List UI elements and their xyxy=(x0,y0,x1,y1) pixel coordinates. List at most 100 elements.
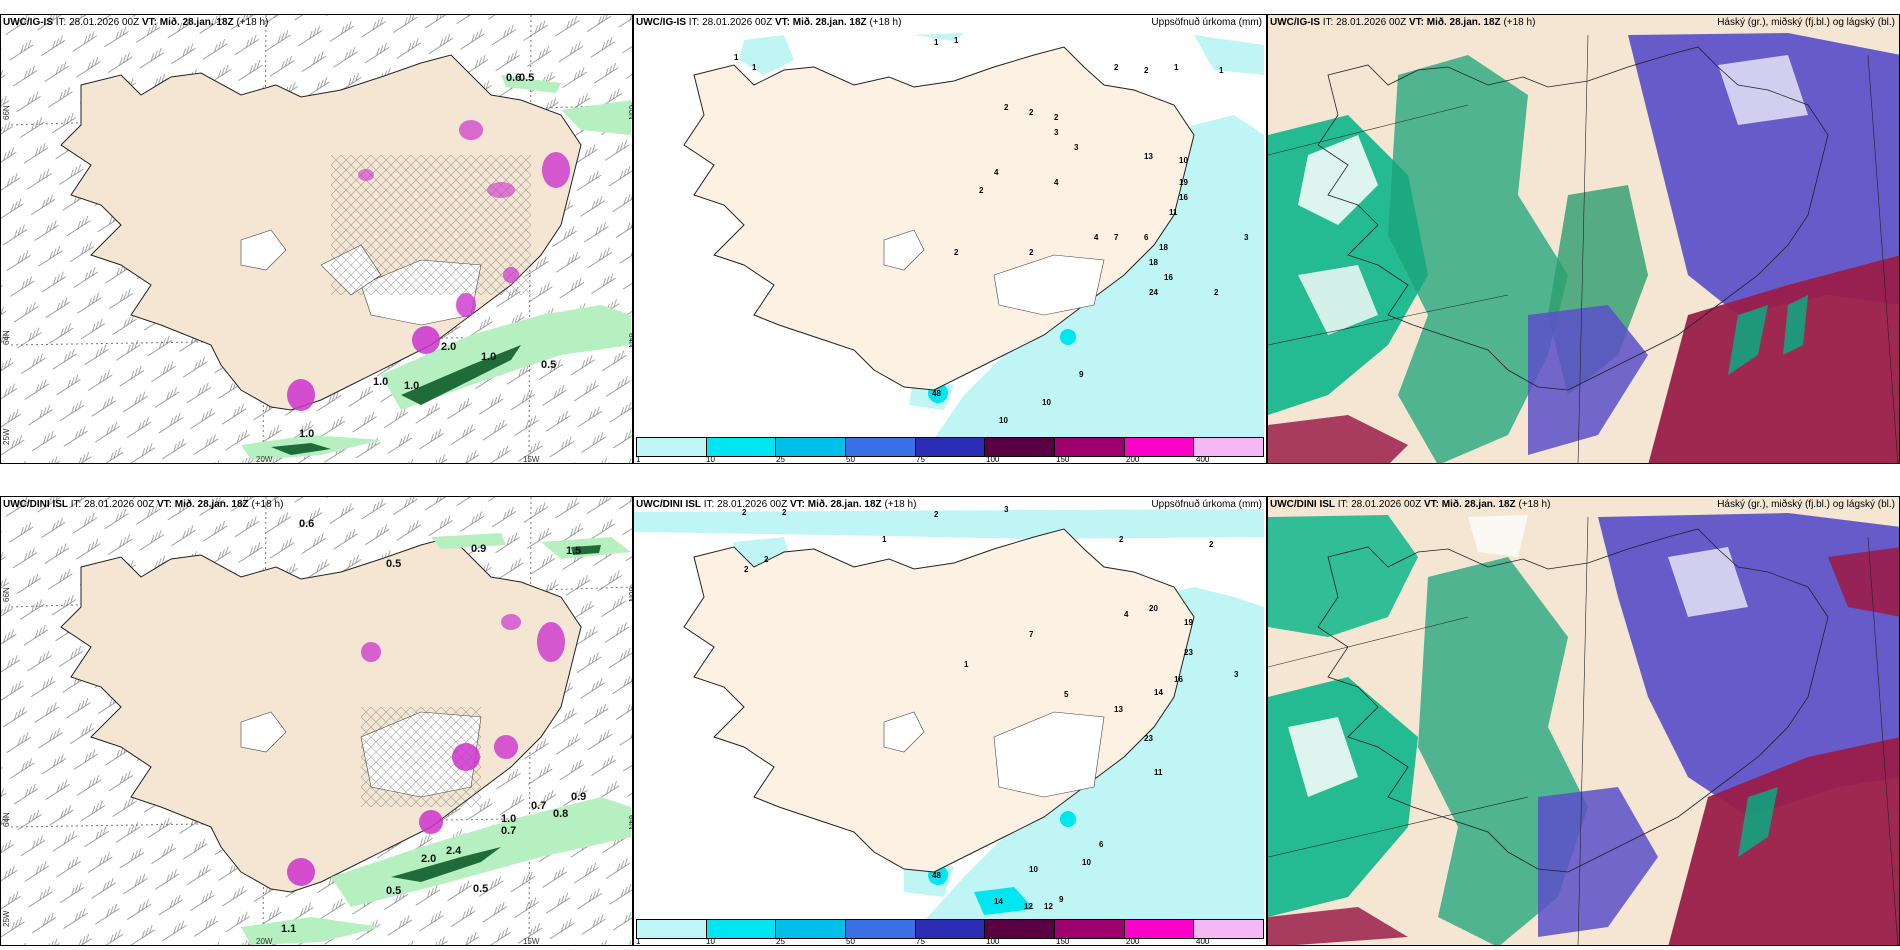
contour-label: 0.5 xyxy=(519,72,534,84)
contour-label: 1.1 xyxy=(281,923,296,935)
colorbar-swatch xyxy=(1194,920,1264,938)
panel-bottom-left: UWC/DINI ISL IT: 28.01.2026 00Z VT: Mið.… xyxy=(0,496,633,946)
colorbar-tick: 150 xyxy=(1056,455,1070,464)
contour-label: 0.5 xyxy=(541,359,556,371)
precip-label: 1 xyxy=(1219,66,1224,75)
precip-label: 3 xyxy=(1234,670,1239,679)
panel-top-right: UWC/IG-IS IT: 28.01.2026 00Z VT: Mið. 28… xyxy=(1267,14,1900,464)
precip-label: 1 xyxy=(954,36,959,45)
panel-variable-title: Háský (gr.), miðský (fj.bl.) og lágský (… xyxy=(1717,499,1895,510)
precip-label: 14 xyxy=(1154,688,1163,697)
precip-label: 10 xyxy=(999,416,1008,425)
contour-label: 2.0 xyxy=(441,341,456,353)
precip-label: 2 xyxy=(954,248,959,257)
cloud-layers xyxy=(1268,33,1899,463)
map-cloud-cover xyxy=(1268,15,1899,463)
precip-label: 2 xyxy=(764,555,769,564)
map-accumulated-precip: 2 2 2 2 3 2 1 2 2 20 19 23 16 14 13 23 5… xyxy=(634,505,1264,921)
precip-label: 3 xyxy=(1244,233,1249,242)
colorbar-swatch xyxy=(1055,438,1125,456)
precip-label: 5 xyxy=(1064,690,1069,699)
precip-label: 2 xyxy=(1114,63,1119,72)
iceland-outline xyxy=(1317,46,1829,391)
lat-label: 66N xyxy=(2,105,11,120)
colorbar-tick: 200 xyxy=(1126,455,1140,464)
precip-label: 12 xyxy=(1044,902,1053,911)
colorbar-tick: 100 xyxy=(986,455,1000,464)
precip-label: 13 xyxy=(1114,705,1123,714)
contour-label: 1.0 xyxy=(373,376,388,388)
colorbar-swatch xyxy=(846,920,916,938)
precip-label: 19 xyxy=(1179,178,1188,187)
lat-label: 64N xyxy=(627,333,633,348)
precip-label: 10 xyxy=(1029,865,1038,874)
lon-label: 15W xyxy=(523,455,540,464)
colorbar-tick: 10 xyxy=(706,937,715,946)
panel-variable-title: Uppsöfnuð úrkoma (mm) xyxy=(1151,17,1262,28)
precip-label: 1 xyxy=(734,53,739,62)
colorbar-tick: 25 xyxy=(776,455,785,464)
precip-label: 23 xyxy=(1184,648,1193,657)
precip-label: 1 xyxy=(964,660,969,669)
iceland-landmass xyxy=(683,46,1195,391)
precip-label: 1 xyxy=(934,38,939,47)
panel-variable-title: Uppsöfnuð úrkoma (mm) xyxy=(1151,499,1262,510)
contour-label: 0.5 xyxy=(473,883,488,895)
precip-label: 9 xyxy=(1059,895,1064,904)
precip-label: 48 xyxy=(932,389,941,398)
precip-label: 2 xyxy=(742,508,747,517)
iceland-outline xyxy=(1317,528,1829,873)
lon-label: 20W xyxy=(256,937,273,946)
colorbar-swatch xyxy=(915,920,986,938)
contour-label: 0.7 xyxy=(531,800,546,812)
precip-label: 23 xyxy=(1144,734,1153,743)
contour-label: 0.8 xyxy=(553,808,568,820)
contour-label: 2.4 xyxy=(446,845,462,857)
convective-blobs xyxy=(287,120,570,411)
lat-label: 66N xyxy=(627,587,633,602)
precip-label: 2 xyxy=(1144,66,1149,75)
colorbar-swatch xyxy=(706,438,777,456)
contour-label: 0.5 xyxy=(386,885,401,897)
colorbar-swatch xyxy=(1055,920,1125,938)
precip-label: 3 xyxy=(1054,128,1059,137)
colorbar-tick: 50 xyxy=(846,455,855,464)
colorbar-swatch xyxy=(846,438,916,456)
contour-label: 0.6 xyxy=(299,518,314,530)
contour-label: 0.6 xyxy=(506,72,521,84)
precip-label: 2 xyxy=(1119,535,1124,544)
colorbar-tick: 75 xyxy=(916,937,925,946)
precip-label: 6 xyxy=(1099,840,1104,849)
contour-label: 0.9 xyxy=(471,543,486,555)
colorbar-swatch xyxy=(637,920,707,938)
precip-label: 2 xyxy=(1004,103,1009,112)
contour-label: 1.0 xyxy=(299,428,314,440)
precip-label: 2 xyxy=(1029,248,1034,257)
colorbar-swatch xyxy=(1194,438,1264,456)
precip-label: 11 xyxy=(1169,208,1178,217)
contour-label: 0.9 xyxy=(571,791,586,803)
precip-label: 3 xyxy=(1074,143,1079,152)
colorbar-legend: 1 10 25 50 75 100 150 200 400 xyxy=(634,437,1266,463)
colorbar-tick: 10 xyxy=(706,455,715,464)
precip-label: 2 xyxy=(1029,108,1034,117)
precip-label: 1 xyxy=(1174,63,1179,72)
precip-label: 2 xyxy=(1054,113,1059,122)
precip-label: 4 xyxy=(994,168,999,177)
panel-title: UWC/DINI ISL IT: 28.01.2026 00Z VT: Mið.… xyxy=(3,499,284,510)
precip-label: 4 xyxy=(1124,610,1129,619)
precip-label: 13 xyxy=(1144,152,1153,161)
panel-title: UWC/IG-IS IT: 28.01.2026 00Z VT: Mið. 28… xyxy=(1270,17,1536,28)
colorbar-swatch xyxy=(985,438,1056,456)
contour-label: 1.0 xyxy=(501,813,516,825)
contour-label: 0.7 xyxy=(501,825,516,837)
map-cloud-cover xyxy=(1268,497,1899,945)
contour-label: 2.0 xyxy=(421,853,436,865)
precip-label: 10 xyxy=(1082,858,1091,867)
colorbar-tick: 1 xyxy=(636,455,641,464)
precip-label: 48 xyxy=(932,871,941,880)
colorbar-swatch xyxy=(915,438,986,456)
colorbar-swatch xyxy=(706,920,777,938)
precip-label: 4 xyxy=(1054,178,1059,187)
lat-label: 66N xyxy=(627,105,633,120)
